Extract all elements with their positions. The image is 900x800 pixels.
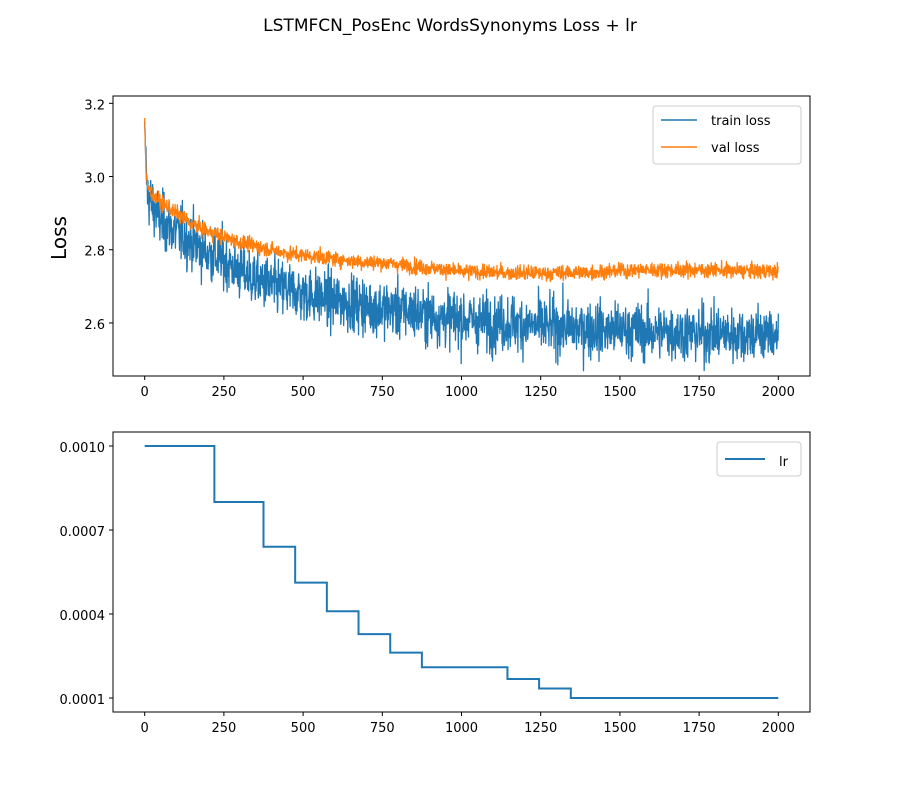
loss-ytick-label: 2.6 (84, 318, 105, 333)
lr-xtick-label: 500 (291, 721, 316, 736)
legend-label-val-loss: val loss (711, 141, 760, 156)
lr-xtick-label: 750 (370, 721, 395, 736)
lr-ytick-label: 0.0004 (60, 609, 106, 624)
loss-xtick-label: 750 (370, 385, 395, 400)
figure-title: LSTMFCN_PosEnc WordsSynonyms Loss + lr (263, 16, 637, 36)
lr-xtick-label: 1000 (445, 721, 478, 736)
legend-label-train-loss: train loss (711, 114, 771, 129)
loss-ytick-label: 2.8 (84, 245, 105, 260)
loss-xtick-label: 0 (141, 385, 149, 400)
lr-ytick-label: 0.0001 (60, 693, 106, 708)
loss-legend: train loss val loss (652, 105, 802, 165)
loss-xtick-label: 2000 (762, 385, 795, 400)
lr-xtick-label: 1750 (683, 721, 716, 736)
loss-xtick-label: 500 (291, 385, 316, 400)
loss-xtick-label: 1750 (683, 385, 716, 400)
loss-ytick-label: 3.0 (84, 172, 105, 187)
lr-xtick-label: 1250 (524, 721, 557, 736)
legend-label-lr: lr (779, 455, 789, 470)
lr-ticks: 0 250 500 750 1000 1250 1500 1750 2000 0.0001 0.00… (60, 441, 795, 736)
loss-xtick-label: 1000 (445, 385, 478, 400)
lr-ytick-label: 0.0007 (60, 525, 106, 540)
lr-xtick-label: 0 (141, 721, 149, 736)
lr-legend: lr (716, 441, 802, 477)
series-lr-line (144, 445, 779, 699)
loss-axes: 0 250 500 750 1000 1250 1500 1750 2000 2.6 2.8 3.0 3… (47, 95, 811, 400)
loss-xtick-label: 1500 (603, 385, 636, 400)
loss-ytick-label: 3.2 (84, 98, 105, 113)
lr-xtick-label: 250 (211, 721, 236, 736)
lr-ytick-label: 0.0010 (60, 441, 106, 456)
loss-plot-area (144, 117, 779, 372)
lr-axes: 0 250 500 750 1000 1250 1500 1750 2000 0.0001 0.00… (60, 431, 811, 736)
series-train-loss-line (144, 121, 779, 372)
loss-xtick-label: 250 (211, 385, 236, 400)
lr-xtick-label: 1500 (603, 721, 636, 736)
series-val-loss-line (144, 117, 779, 283)
loss-ylabel: Loss (47, 216, 71, 260)
loss-xtick-label: 1250 (524, 385, 557, 400)
loss-ticks: 0 250 500 750 1000 1250 1500 1750 2000 2.6 2.8 3.0 3… (84, 98, 795, 400)
lr-plot-area (144, 445, 779, 699)
lr-xtick-label: 2000 (762, 721, 795, 736)
